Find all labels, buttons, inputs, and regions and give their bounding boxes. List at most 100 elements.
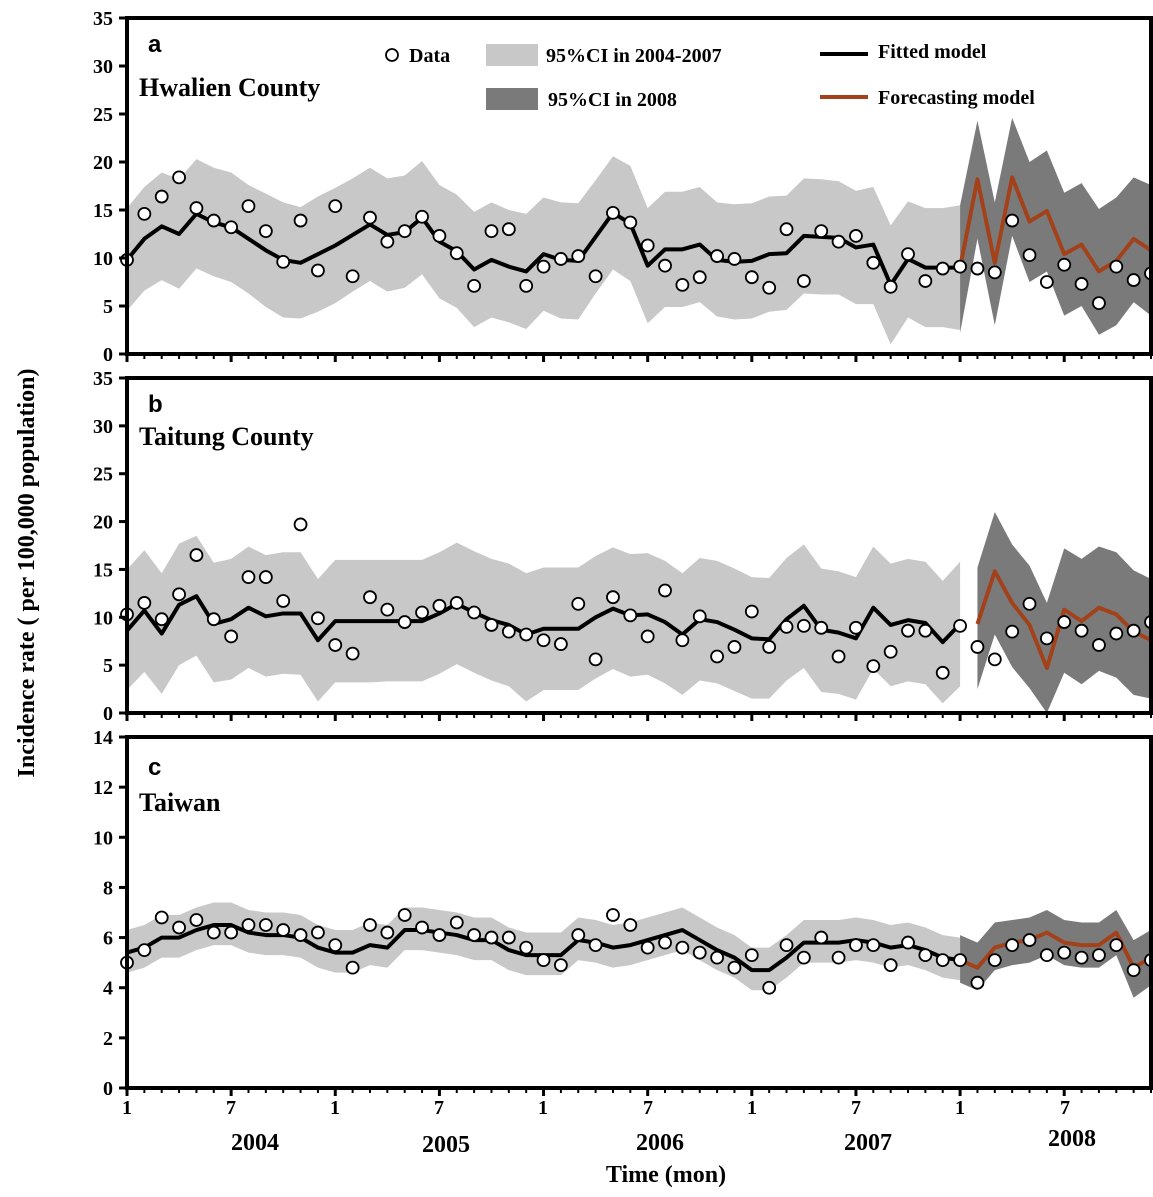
data-point: [744, 604, 759, 619]
ci-band-2004-2007: [127, 902, 961, 991]
data-point: [588, 938, 603, 952]
y-tick-label: 35: [93, 8, 113, 30]
x-tick-label: 1: [955, 1097, 965, 1119]
y-tick-label: 35: [93, 368, 113, 390]
data-point: [588, 652, 603, 667]
data-point: [311, 611, 325, 626]
x-tick-label: 1: [538, 1097, 548, 1119]
panel-frame: [125, 376, 1153, 715]
data-point: [675, 940, 690, 955]
data-point: [172, 170, 186, 185]
data-point: [675, 633, 690, 648]
year-label-2006: 2006: [636, 1130, 684, 1156]
data-point: [397, 615, 412, 629]
data-point: [796, 950, 811, 965]
data-point: [415, 209, 429, 224]
data-point: [883, 958, 898, 973]
y-tick-label: 2: [103, 1028, 113, 1050]
year-label-2005: 2005: [422, 1132, 470, 1158]
data-point: [258, 224, 273, 239]
data-point: [1109, 259, 1124, 274]
data-point: [692, 270, 707, 285]
panel-region-a: Hwalien County: [139, 73, 320, 102]
data-point: [883, 279, 898, 294]
panel-region-b: Taitung County: [139, 422, 314, 451]
data-point: [501, 222, 516, 237]
data-point: [172, 587, 186, 602]
data-point: [519, 627, 534, 642]
y-tick-label: 30: [93, 416, 113, 438]
data-point: [1074, 623, 1089, 638]
data-point: [172, 920, 186, 935]
y-tick-label: 25: [93, 104, 113, 126]
ci-band-2004-2007: [127, 156, 961, 345]
data-point: [1005, 938, 1020, 952]
data-point: [987, 953, 1002, 968]
data-point: [987, 652, 1002, 667]
data-point: [901, 935, 915, 950]
panel-taitung: 0 5 10 15 20 25 30 35: [93, 368, 1153, 725]
x-tick-label: 1: [747, 1097, 757, 1119]
data-point: [137, 596, 152, 610]
data-point: [467, 928, 482, 942]
data-point: [154, 189, 169, 204]
data-point: [814, 224, 829, 239]
panel-letter-b: b: [148, 391, 163, 418]
data-point: [970, 975, 985, 990]
data-point: [727, 640, 742, 654]
data-point: [137, 206, 152, 221]
y-tick-label: 20: [93, 152, 113, 174]
panel-taiwan: 0 2 4 6 8 10 12 14: [93, 727, 1153, 1100]
data-point: [1092, 638, 1106, 652]
data-point: [328, 638, 343, 652]
legend-ci-forecast-swatch: [486, 88, 538, 110]
data-point: [519, 940, 534, 955]
data-point: [831, 649, 846, 664]
legend-data-label: Data: [409, 45, 450, 67]
data-point: [432, 229, 447, 243]
data-point: [345, 646, 360, 661]
data-point: [762, 640, 777, 654]
data-point: [137, 943, 152, 958]
data-point: [484, 224, 499, 239]
data-point: [658, 258, 672, 273]
data-point: [1126, 623, 1141, 638]
data-point: [311, 263, 325, 278]
data-point: [345, 960, 360, 975]
legend-fitted-label: Fitted model: [878, 41, 987, 63]
data-point: [206, 213, 221, 228]
data-point: [658, 583, 672, 598]
data-point: [571, 249, 586, 263]
data-point: [1005, 624, 1020, 639]
forecasting-model-line: [975, 569, 1152, 671]
data-point: [536, 259, 551, 274]
legend-data-marker: [385, 48, 399, 62]
data-point: [345, 269, 360, 284]
data-point: [154, 612, 169, 627]
data-point: [189, 201, 204, 215]
data-point: [640, 629, 655, 644]
panel-region-c: Taiwan: [139, 788, 221, 817]
y-tick-label: 12: [93, 777, 113, 799]
data-point: [710, 950, 725, 965]
data-point: [918, 623, 933, 638]
ci-band-2004-2007: [127, 535, 961, 704]
x-tick-label: 7: [226, 1097, 236, 1119]
data-point: [258, 918, 273, 932]
y-tick-label: 8: [103, 877, 113, 899]
data-point: [987, 265, 1002, 280]
data-point: [311, 925, 325, 940]
year-label-2008: 2008: [1048, 1126, 1096, 1152]
data-point: [1109, 938, 1124, 952]
data-point: [710, 649, 725, 664]
data-point: [866, 255, 881, 270]
panel-hwalien: 0 5 10 15 20 25 30 35: [93, 8, 1153, 366]
data-point: [692, 609, 707, 624]
data-point: [1126, 273, 1141, 287]
data-point: [606, 205, 620, 220]
y-tick-label: 10: [93, 827, 113, 849]
data-point: [432, 598, 447, 613]
data-point: [623, 608, 638, 623]
data-point: [1092, 948, 1106, 963]
data-point: [536, 953, 551, 968]
